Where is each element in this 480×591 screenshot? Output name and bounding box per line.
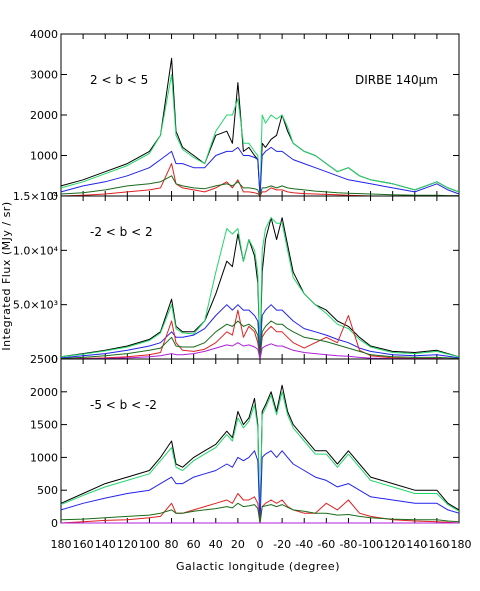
x-tick-label: -40 — [295, 538, 313, 551]
x-tick-label: 60 — [187, 538, 201, 551]
y-tick-label: 2000 — [30, 109, 58, 122]
x-tick-label: -100 — [358, 538, 383, 551]
panel-label: -2 < b < 2 — [90, 225, 153, 239]
panel-1: 0 1000 2000 3000 4000 2 < b < 5 — [30, 28, 460, 203]
x-tick-label: 120 — [117, 538, 138, 551]
y-tick-label: 1.0×10⁴ — [13, 244, 59, 257]
y-tick-label: 5.0×10³ — [13, 299, 58, 312]
panel-2: 0 5.0×10³ 1.0×10⁴ 1.5×10⁴ -2 < b < 2 — [13, 190, 460, 366]
x-tick-label: 40 — [209, 538, 223, 551]
panel-3: 0 500 1000 1500 2000 2500 -5 < b < -2 — [30, 353, 460, 530]
x-tick-label: -120 — [380, 538, 405, 551]
y-tick-label: 1500 — [30, 419, 58, 432]
y-axis-title: Integrated Flux (MJy / sr) — [0, 201, 13, 350]
y-tick-label: 4000 — [30, 28, 58, 41]
y-tick-label: 1000 — [30, 451, 58, 464]
y-tick-label: 1.5×10⁴ — [13, 190, 59, 203]
x-tick-label: 80 — [165, 538, 179, 551]
x-tick-label: -160 — [424, 538, 449, 551]
x-tick-label: -80 — [339, 538, 357, 551]
x-tick-label: 100 — [139, 538, 160, 551]
y-tick-label: 1000 — [30, 150, 58, 163]
x-tick-label: 180 — [51, 538, 72, 551]
panel-label: -5 < b < -2 — [90, 398, 157, 412]
y-tick-label: 3000 — [30, 69, 58, 82]
x-tick-label: 140 — [95, 538, 116, 551]
x-tick-label: -140 — [402, 538, 427, 551]
series-line-3 — [60, 450, 460, 524]
panel-frame — [60, 33, 460, 197]
x-tick-label: 160 — [73, 538, 94, 551]
x-tick-label: -60 — [317, 538, 335, 551]
instrument-annotation: DIRBE 140μm — [355, 73, 438, 87]
y-tick-label: 500 — [37, 484, 58, 497]
x-tick-label: -20 — [273, 538, 291, 551]
x-tick-label: 0 — [257, 538, 264, 551]
y-tick-label: 0 — [51, 190, 58, 203]
x-tick-label: 20 — [231, 538, 245, 551]
x-axis-title: Galactic longitude (degree) — [176, 560, 340, 573]
y-tick-label: 0 — [51, 517, 58, 530]
y-tick-label: 2500 — [30, 353, 58, 366]
series-line-3 — [60, 146, 460, 197]
y-tick-label: 0 — [51, 353, 58, 366]
x-tick-label: -180 — [447, 538, 472, 551]
panel-label: 2 < b < 5 — [90, 73, 148, 87]
y-tick-label: 2000 — [30, 386, 58, 399]
